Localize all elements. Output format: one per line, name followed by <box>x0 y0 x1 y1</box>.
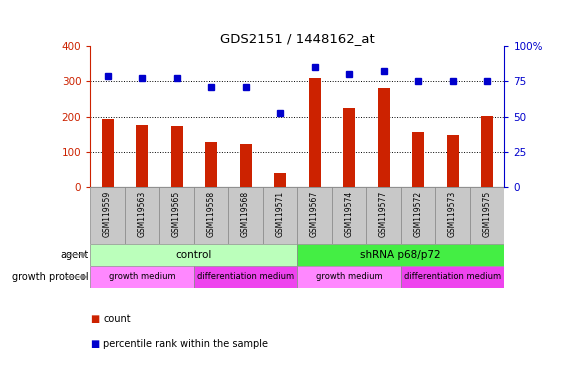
Bar <box>229 187 263 243</box>
Bar <box>90 266 194 288</box>
Text: GSM119567: GSM119567 <box>310 191 319 237</box>
Bar <box>297 187 332 243</box>
Text: GSM119573: GSM119573 <box>448 191 457 237</box>
Bar <box>470 187 504 243</box>
Bar <box>136 126 148 187</box>
Bar <box>194 187 229 243</box>
Text: GSM119572: GSM119572 <box>413 191 423 237</box>
Text: GSM119565: GSM119565 <box>172 191 181 237</box>
Title: GDS2151 / 1448162_at: GDS2151 / 1448162_at <box>220 32 375 45</box>
Text: count: count <box>103 314 131 324</box>
Text: growth protocol: growth protocol <box>12 272 89 282</box>
Bar <box>343 108 355 187</box>
Bar <box>125 187 159 243</box>
Text: GSM119571: GSM119571 <box>276 191 285 237</box>
Bar <box>366 187 401 243</box>
Bar <box>171 126 182 187</box>
Text: GSM119575: GSM119575 <box>483 191 491 237</box>
Text: control: control <box>175 250 212 260</box>
Text: GSM119558: GSM119558 <box>206 191 216 237</box>
Text: agent: agent <box>61 250 89 260</box>
Bar <box>332 187 366 243</box>
Bar <box>436 187 470 243</box>
Text: GSM119574: GSM119574 <box>345 191 353 237</box>
Bar <box>308 78 321 187</box>
Text: growth medium: growth medium <box>316 272 382 281</box>
Bar <box>401 187 436 243</box>
Text: GSM119559: GSM119559 <box>103 191 112 237</box>
Bar <box>263 187 297 243</box>
Bar <box>447 135 459 187</box>
Bar <box>194 266 297 288</box>
Bar <box>205 142 217 187</box>
Bar <box>240 144 252 187</box>
Bar <box>90 243 297 266</box>
Bar <box>101 119 114 187</box>
Bar <box>378 88 389 187</box>
Text: shRNA p68/p72: shRNA p68/p72 <box>360 250 441 260</box>
Text: differentiation medium: differentiation medium <box>404 272 501 281</box>
Text: growth medium: growth medium <box>109 272 175 281</box>
Bar <box>481 116 493 187</box>
Bar <box>412 132 424 187</box>
Text: GSM119563: GSM119563 <box>138 191 146 237</box>
Bar <box>297 243 504 266</box>
Bar <box>90 187 125 243</box>
Bar <box>297 266 401 288</box>
Text: percentile rank within the sample: percentile rank within the sample <box>103 339 268 349</box>
Bar <box>274 173 286 187</box>
Text: GSM119568: GSM119568 <box>241 191 250 237</box>
Text: differentiation medium: differentiation medium <box>197 272 294 281</box>
Text: GSM119577: GSM119577 <box>379 191 388 237</box>
Bar <box>159 187 194 243</box>
Text: ■: ■ <box>90 339 100 349</box>
Text: ■: ■ <box>90 314 100 324</box>
Bar <box>401 266 504 288</box>
